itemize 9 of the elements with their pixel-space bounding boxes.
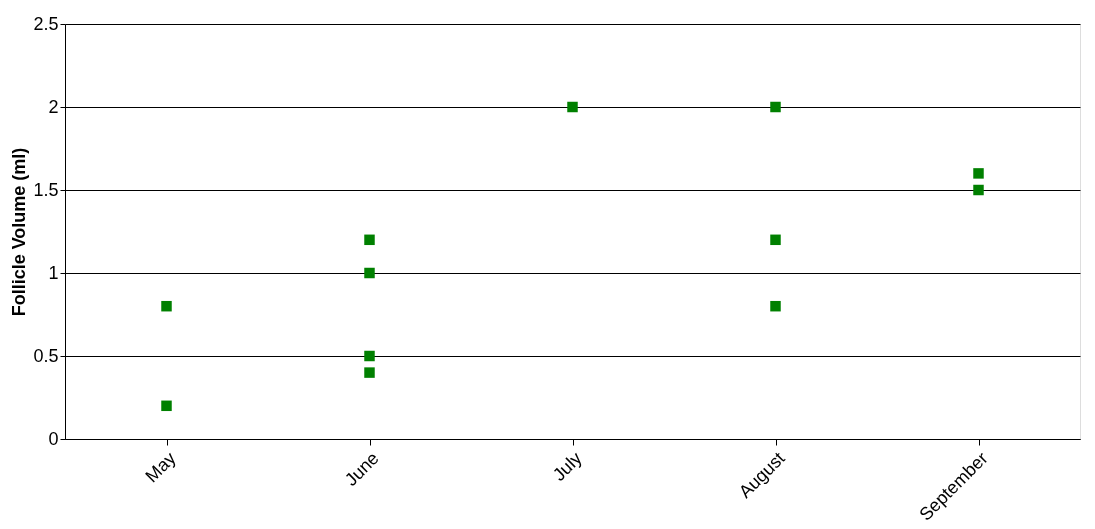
y-tick-label: 0.5 (33, 345, 59, 366)
y-tick-label: 1 (48, 262, 59, 283)
y-tick-label: 0 (48, 428, 59, 449)
y-axis-title: Follicle Volume (ml) (9, 147, 30, 317)
y-tick-label: 2.5 (33, 13, 59, 34)
y-tick-label: 1.5 (33, 179, 59, 200)
x-tick-label: July (548, 448, 586, 485)
x-tick-label: May (141, 448, 180, 487)
y-tick-label: 2 (48, 96, 59, 117)
